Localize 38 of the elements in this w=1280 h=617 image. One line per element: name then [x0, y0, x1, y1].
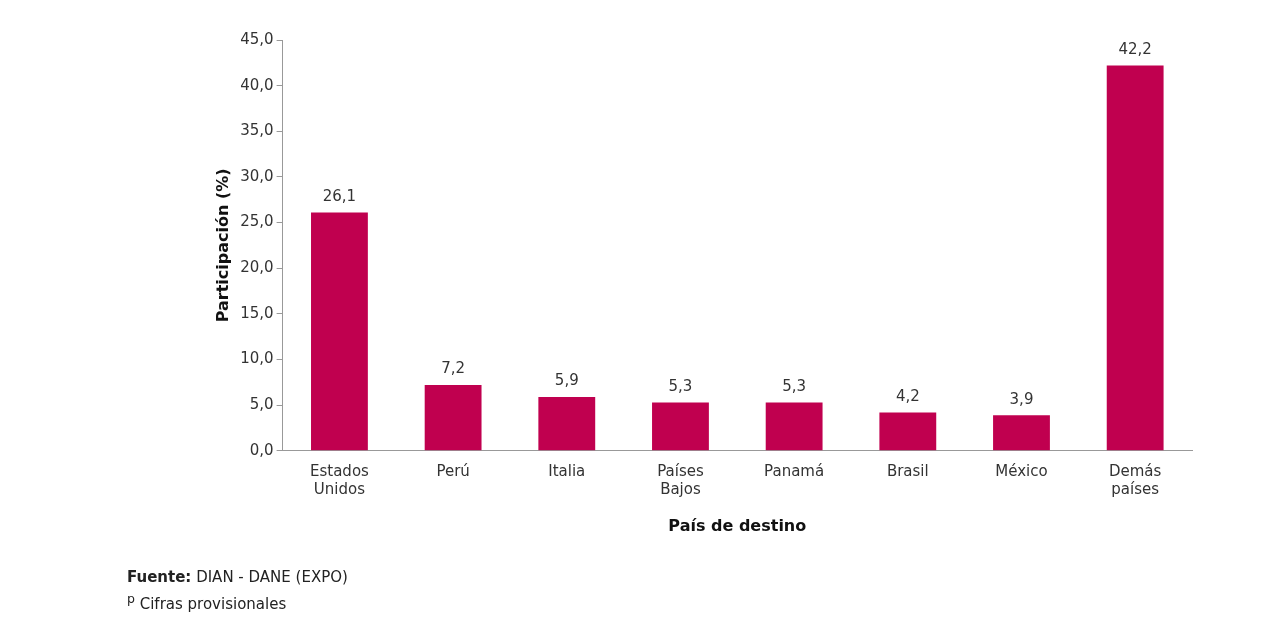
y-axis-title: Participación (%)	[212, 168, 232, 323]
x-tick-label: Panamá	[764, 461, 825, 480]
bar	[993, 415, 1050, 451]
y-tick-label: 10,0	[240, 349, 274, 368]
x-tick-label: Perú	[436, 461, 470, 480]
x-tick-label: Brasil	[886, 461, 929, 480]
data-label: 3,9	[1009, 389, 1034, 408]
y-tick-label: 45,0	[240, 29, 274, 48]
bar	[765, 402, 823, 451]
y-tick-label: 0,0	[249, 440, 274, 459]
data-label: 7,2	[441, 359, 466, 378]
data-label: 42,2	[1118, 39, 1152, 58]
y-tick-label: 20,0	[240, 258, 274, 277]
bar	[652, 402, 709, 451]
data-label: 4,2	[895, 386, 920, 405]
bar	[311, 212, 368, 451]
bar	[424, 385, 482, 451]
y-tick-label: 15,0	[240, 303, 274, 322]
bar	[1106, 65, 1164, 451]
y-tick-label: 5,0	[249, 395, 274, 414]
y-tick-label: 25,0	[240, 212, 274, 231]
data-label: 5,9	[554, 371, 579, 390]
data-label: 26,1	[322, 186, 357, 205]
y-tick-label: 35,0	[240, 121, 274, 140]
x-tick-label: Estados Unidos	[309, 461, 370, 498]
bar	[538, 396, 596, 451]
data-label: 5,3	[668, 376, 693, 395]
bar	[879, 412, 937, 451]
y-tick-label: 30,0	[240, 166, 274, 185]
x-tick-label: Países Bajos	[657, 461, 704, 498]
data-label: 5,3	[782, 376, 807, 395]
source-note: Fuente: DIAN - DANE (EXPO)	[127, 567, 348, 588]
x-tick-label: Demás países	[1108, 461, 1162, 498]
x-axis-title: País de destino	[668, 515, 807, 535]
y-tick-label: 40,0	[240, 75, 274, 94]
x-tick-label: México	[995, 461, 1048, 480]
x-tick-label: Italia	[548, 461, 586, 480]
text: $^{p}$ Cifras provisionales	[127, 590, 288, 615]
